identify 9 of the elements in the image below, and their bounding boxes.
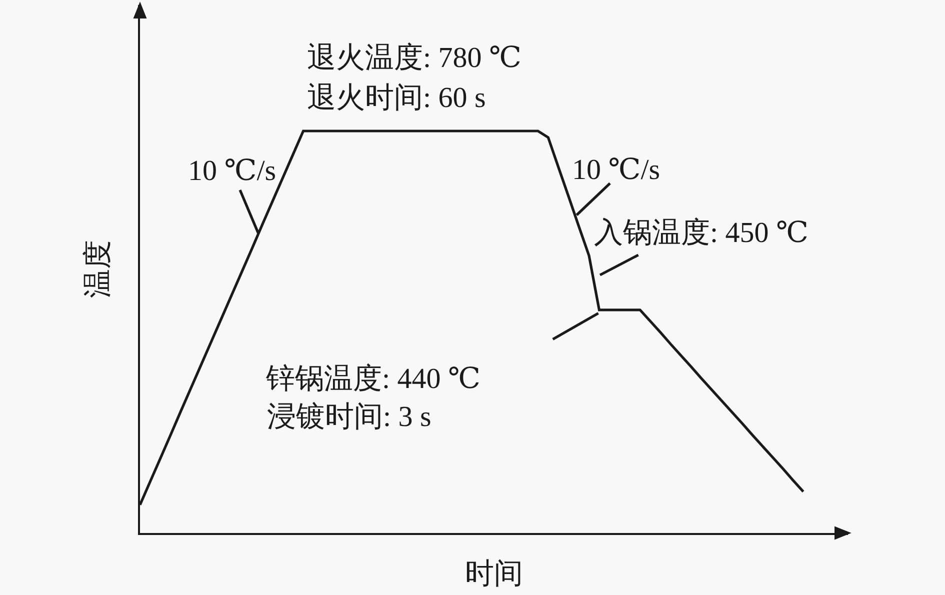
text: 退火温度: 780 ℃ xyxy=(307,42,522,74)
y-axis-title: 温度 xyxy=(82,240,114,298)
annotation: 锌锅温度: 440 ℃ xyxy=(265,363,480,395)
annotation: 入锅温度: 450 ℃ xyxy=(594,217,808,249)
annotation: 浸镀时间: 3 s xyxy=(267,401,432,433)
text: 退火时间: 60 s xyxy=(307,82,486,114)
annotation: 10 ℃/s xyxy=(188,155,276,187)
annotation: 10 ℃/s xyxy=(572,154,660,186)
x-axis-title: 时间 xyxy=(465,558,523,590)
